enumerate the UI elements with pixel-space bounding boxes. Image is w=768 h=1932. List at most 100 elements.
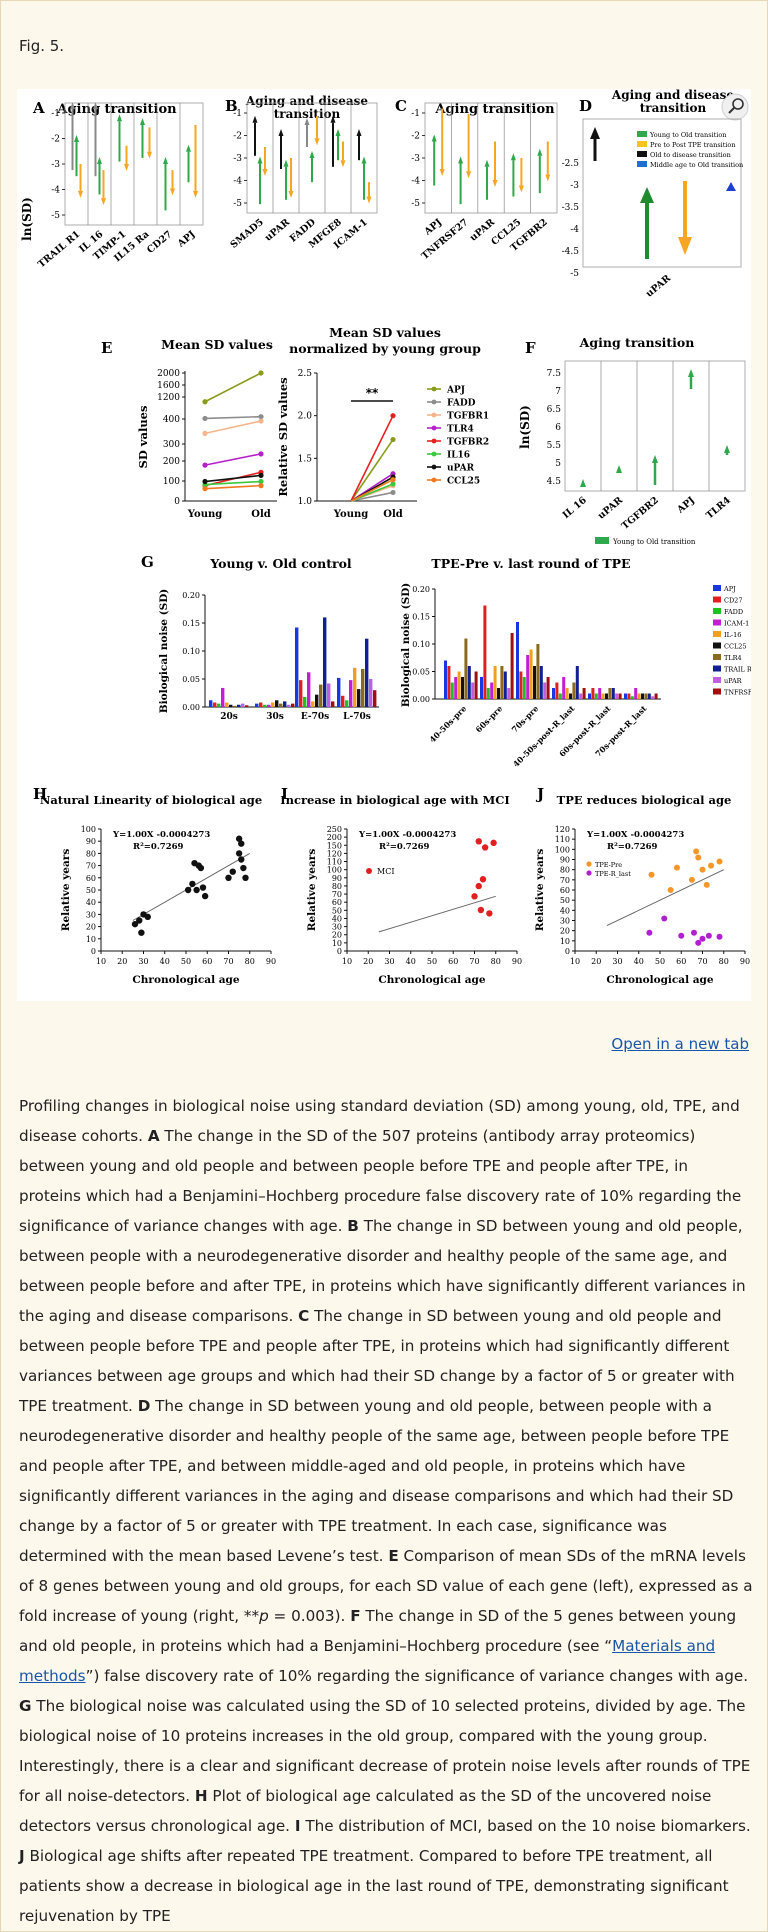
panel-g-right-bar	[533, 666, 536, 699]
panel-a-title: Aging transition	[56, 102, 177, 117]
panel-f-ytick-label: 5	[555, 459, 561, 469]
panel-i-ytick-label: 250	[327, 825, 342, 834]
caption-text: = 0.003).	[268, 1607, 351, 1625]
panel-g-left-bar	[283, 701, 287, 707]
panel-e-left-series-line	[204, 453, 262, 466]
panel-g-left-bar	[209, 700, 213, 707]
panel-b-title-1: Aging and disease	[245, 94, 368, 108]
panel-g-left-bar	[263, 704, 267, 707]
panel-h-xtick-label: 80	[245, 957, 255, 966]
panel-i-ytick-label: 50	[332, 906, 342, 915]
panel-h-regression-line	[132, 852, 250, 921]
panel-b-arrow-head	[340, 160, 346, 168]
panel-f-ytick-label: 7	[555, 387, 561, 397]
panel-j-ytick-label: 70	[560, 876, 570, 885]
open-in-new-tab-link[interactable]: Open in a new tab	[611, 1035, 749, 1053]
panel-g-right-bar	[507, 688, 511, 699]
panel-i-xtick-label: 10	[342, 957, 352, 966]
panel-g-left-ytick-label: 0.05	[182, 675, 200, 684]
panel-h-ytick-label: 20	[86, 923, 96, 932]
panel-g-right-bar	[601, 693, 605, 699]
panel-f-ytick-label: 5.5	[547, 441, 562, 451]
panel-j-point	[703, 881, 710, 888]
panel-c-ytick-label: -3	[411, 154, 420, 164]
panel-j-legend-label: TPE-R_last	[595, 870, 631, 878]
panel-j-ytick-label: 50	[560, 896, 570, 905]
panel-g-right-bar	[497, 688, 500, 699]
panel-b-ytick-label: -1	[233, 109, 242, 119]
panel-g-right-bar	[647, 693, 651, 699]
panel-g-left-bar	[259, 702, 263, 707]
panel-g-right-bar	[565, 688, 569, 699]
panel-e-left-xtick: Old	[251, 509, 271, 520]
panel-g-right-bar	[575, 666, 579, 699]
panel-i-ytick-label: 40	[332, 914, 342, 923]
panel-d-legend-swatch	[637, 161, 647, 167]
panel-j-point	[648, 871, 655, 878]
panel-g-right-bar	[588, 693, 591, 699]
panel-i-xtick-label: 20	[363, 957, 373, 966]
panel-i-legend-marker	[366, 868, 372, 874]
panel-g-right-bar	[569, 693, 572, 699]
panel-e-letter: E	[101, 339, 112, 357]
caption-text: ”) false discovery rate of 10% regarding…	[85, 1667, 749, 1685]
panel-h-point	[136, 917, 143, 924]
panel-j-point	[646, 929, 653, 936]
panel-e-left-point	[202, 486, 208, 492]
panel-g-left-bar	[299, 680, 303, 707]
panel-a-arrow-head	[70, 102, 75, 110]
panel-h-ytick-label: 10	[86, 935, 96, 944]
caption-letter-d: D	[137, 1397, 151, 1415]
panel-j-legend-label: TPE-Pre	[595, 861, 622, 869]
panel-h-ytick-label: 40	[86, 898, 96, 907]
panel-g-right-bar	[490, 682, 494, 699]
panel-g-right-bar	[641, 693, 644, 699]
caption-text: Comparison of mean SDs of the mRNA level…	[19, 1547, 753, 1625]
panel-g-right-bar	[529, 649, 533, 699]
panel-g-legend-label: CD27	[724, 597, 742, 605]
panel-j-point	[695, 854, 702, 861]
panel-i-ytick-label: 70	[332, 890, 342, 899]
panel-g-legend-swatch	[713, 585, 721, 591]
panel-c-ytick-label: -1	[411, 109, 420, 119]
panel-i-r2: R²=0.7269	[379, 842, 430, 852]
panel-d-letter: D	[579, 97, 592, 115]
panel-g-right-xtick: 70s-pre	[509, 703, 540, 734]
panel-i-point	[477, 906, 485, 914]
panel-i-point	[479, 876, 487, 883]
panel-d-title-1: Aging and disease	[611, 89, 734, 102]
panel-j-ytick-label: 90	[560, 856, 570, 865]
panel-g-left-xtick: E-70s	[301, 712, 329, 722]
panel-c-arrow-head	[537, 148, 543, 156]
zoom-icon[interactable]	[721, 93, 749, 121]
panel-g-right-bar	[464, 638, 468, 699]
panel-j-r2: R²=0.7269	[607, 842, 658, 852]
panel-f-legend-swatch	[595, 537, 609, 544]
caption-text: The change in SD of the 5 genes between …	[19, 1607, 737, 1655]
panel-g-right-bar	[624, 693, 627, 699]
panel-c-frame	[424, 102, 558, 214]
panel-e-right-ytick-label: 1.0	[298, 497, 313, 507]
panel-e-left-ytick-label: 100	[163, 477, 180, 487]
materials-methods-link[interactable]: Materials and methods	[19, 1637, 716, 1685]
panel-j-legend-marker	[586, 861, 592, 867]
panel-e-title-right-2: normalized by young group	[289, 341, 481, 356]
panel-g-right-bar	[579, 693, 583, 699]
panel-h-point	[138, 929, 145, 936]
panel-h-point	[184, 886, 192, 894]
panel-e-sig-label: **	[366, 386, 379, 400]
panel-b-xlabel: SMAD5	[229, 217, 266, 251]
panel-g-left-ytick-label: 0.00	[182, 703, 200, 712]
panel-h-equation: Y=1.00X -0.0004273	[112, 830, 210, 840]
panel-g-legend-label: IL-16	[724, 631, 741, 639]
panel-g-right-bar	[457, 671, 461, 699]
panel-h-point	[235, 835, 243, 842]
panel-i-ytick-label: 30	[332, 923, 342, 932]
panel-a-ytick-label: -2	[51, 135, 60, 145]
panel-f-ytick-label: 6.5	[547, 405, 562, 415]
panel-e-left-point	[258, 478, 264, 485]
panel-g-right-bar	[611, 688, 615, 699]
panel-h-ytick-label: 0	[91, 947, 96, 956]
panel-g-right-bar	[555, 682, 559, 699]
figure-image[interactable]: A Aging transition ln(SD) -1 -2 -3 -4 -5 TRAI…	[17, 89, 751, 1001]
